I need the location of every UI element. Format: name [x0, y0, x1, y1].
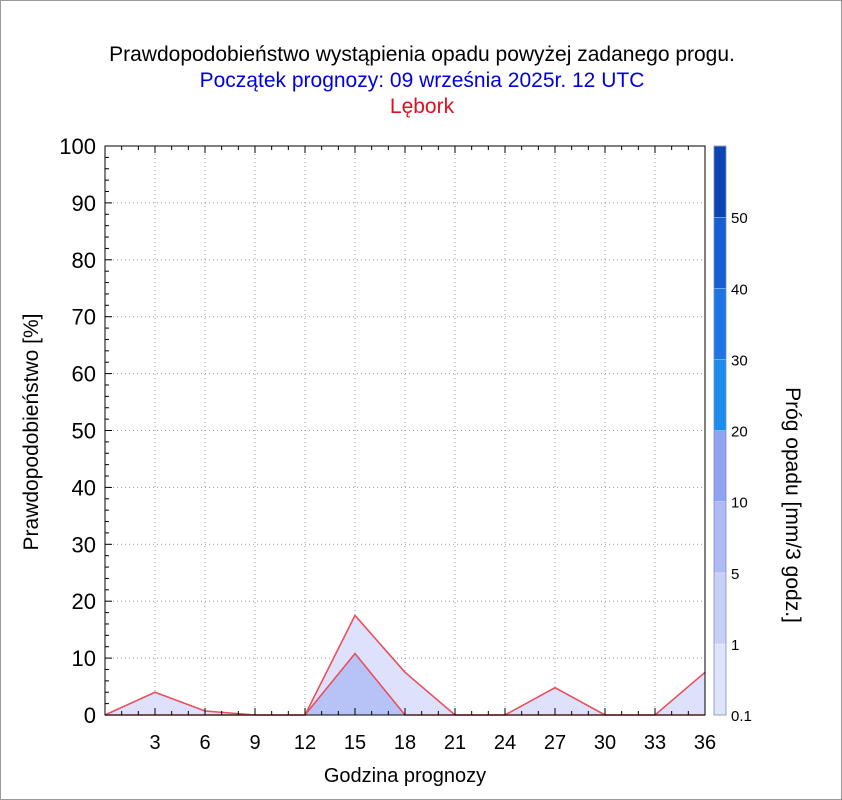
colorbar-tick-label: 0.1 [731, 708, 752, 725]
y-tick-labels: 0 10 20 30 40 50 60 70 80 90 100 [59, 134, 96, 728]
x-tick-label: 24 [494, 732, 516, 754]
threshold-colorbar [713, 145, 727, 716]
x-axis-label: Godzina prognozy [324, 765, 486, 787]
y-axis-label: Prawdopodobieństwo [%] [20, 314, 43, 551]
colorbar-band [714, 359, 726, 431]
y-tick-label: 40 [72, 475, 96, 500]
x-tick-label: 21 [444, 732, 466, 754]
x-tick-label: 27 [544, 732, 566, 754]
colorbar-band [714, 643, 726, 715]
forecast-start: Początek prognozy: 09 września 2025r. 12… [199, 69, 645, 92]
colorbar-tick-label: 20 [731, 424, 748, 441]
colorbar-tick-label: 1 [731, 637, 739, 654]
y-tick-label: 50 [72, 419, 96, 444]
y-tick-label: 90 [72, 191, 96, 216]
y-tick-label: 30 [72, 532, 96, 557]
x-tick-label: 3 [149, 732, 160, 754]
location-name: Lębork [389, 95, 455, 118]
colorbar-label: Próg opadu [mm/3 godz.] [781, 387, 804, 623]
x-tick-label: 18 [394, 732, 416, 754]
x-tick-label: 15 [344, 732, 366, 754]
x-tick-label: 30 [594, 732, 616, 754]
colorbar-tick-label: 30 [731, 352, 748, 369]
colorbar-tick-label: 5 [731, 566, 739, 583]
y-tick-label: 0 [84, 703, 96, 728]
y-tick-label: 20 [72, 589, 96, 614]
colorbar-band [714, 288, 726, 360]
y-tick-label: 60 [72, 362, 96, 387]
colorbar-band [714, 146, 726, 218]
colorbar-tick-label: 40 [731, 281, 748, 298]
axis-ticks [105, 146, 689, 715]
colorbar-border [713, 145, 727, 716]
chart-title: Prawdopodobieństwo wystąpienia opadu pow… [109, 43, 735, 66]
colorbar-tick-label: 50 [731, 210, 748, 227]
x-tick-label: 33 [644, 732, 666, 754]
x-tick-label: 36 [694, 732, 716, 754]
y-tick-label: 80 [72, 248, 96, 273]
x-tick-labels: 3 6 9 12 15 18 21 24 27 30 33 36 [149, 732, 716, 754]
colorbar-band [714, 430, 726, 502]
colorbar-tick-labels: 0.1 1 5 10 20 30 40 50 [731, 210, 752, 725]
colorbar-band [714, 572, 726, 644]
y-tick-label: 100 [59, 134, 96, 159]
colorbar-band [714, 501, 726, 573]
colorbar-band [714, 217, 726, 289]
x-tick-label: 6 [199, 732, 210, 754]
area-threshold-0_1 [105, 615, 705, 715]
y-tick-label: 70 [72, 305, 96, 330]
grid-lines [105, 146, 705, 715]
colorbar-tick-label: 10 [731, 495, 748, 512]
x-tick-label: 9 [249, 732, 260, 754]
x-tick-label: 12 [294, 732, 316, 754]
y-tick-label: 10 [72, 646, 96, 671]
